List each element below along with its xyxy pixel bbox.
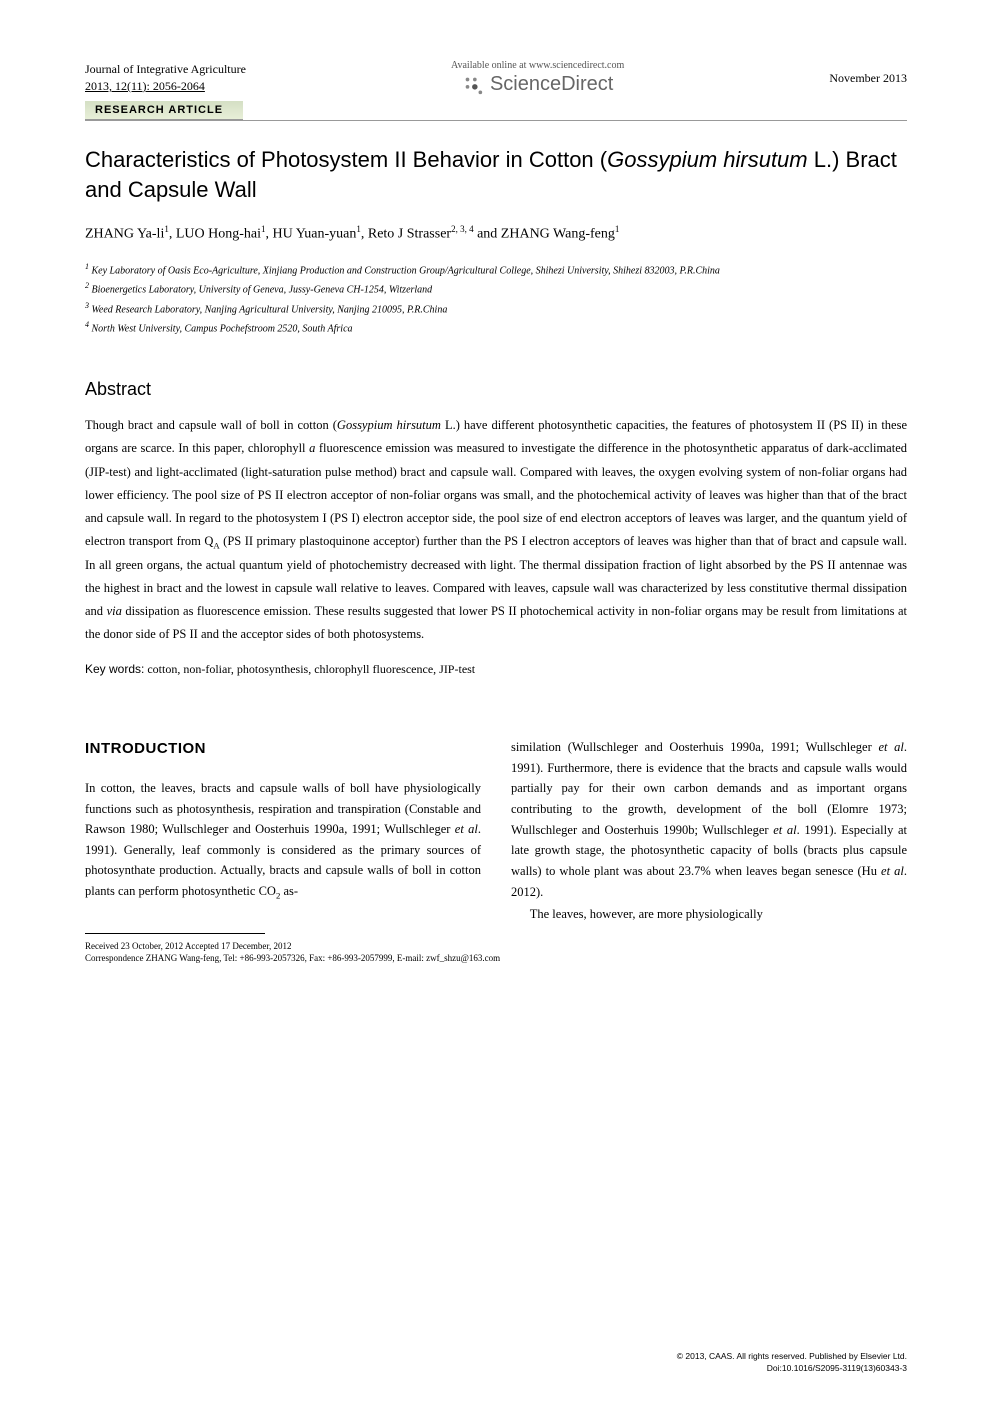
- aff3-sup: 3: [85, 301, 89, 310]
- title-pre: Characteristics of Photosystem II Behavi…: [85, 147, 607, 172]
- intro-c1-em1: et al: [455, 822, 478, 836]
- author-1-sup: 1: [164, 224, 169, 234]
- abstract-heading: Abstract: [85, 379, 907, 400]
- copyright-line1: © 2013, CAAS. All rights reserved. Publi…: [677, 1351, 907, 1363]
- aff1-sup: 1: [85, 262, 89, 271]
- received-date: Received 23 October, 2012 Accepted 17 De…: [85, 940, 907, 953]
- keywords: Key words: cotton, non-foliar, photosynt…: [85, 662, 907, 677]
- sciencedirect-text: ScienceDirect: [490, 73, 613, 96]
- journal-name: Journal of Integrative Agriculture: [85, 61, 246, 78]
- author-4-sup: 2, 3, 4: [451, 224, 474, 234]
- intro-col1-p1: In cotton, the leaves, bracts and capsul…: [85, 778, 481, 903]
- introduction-heading: INTRODUCTION: [85, 737, 481, 762]
- author-4: Reto J Strasser: [368, 227, 451, 242]
- affiliation-3: 3 Weed Research Laboratory, Nanjing Agri…: [85, 300, 907, 318]
- column-right: similation (Wullschleger and Oosterhuis …: [511, 737, 907, 925]
- intro-col2-p2: The leaves, however, are more physiologi…: [511, 904, 907, 925]
- abstract-text: Though bract and capsule wall of boll in…: [85, 414, 907, 646]
- affiliations: 1 Key Laboratory of Oasis Eco-Agricultur…: [85, 261, 907, 337]
- journal-info: Journal of Integrative Agriculture 2013,…: [85, 61, 246, 95]
- intro-c2-em3: et al: [881, 864, 904, 878]
- footnotes: Received 23 October, 2012 Accepted 17 De…: [85, 940, 907, 965]
- correspondence: Correspondence ZHANG Wang-feng, Tel: +86…: [85, 952, 907, 965]
- authors: ZHANG Ya-li1, LUO Hong-hai1, HU Yuan-yua…: [85, 224, 907, 243]
- intro-c2-em1: et al: [878, 740, 903, 754]
- intro-col2-p1: similation (Wullschleger and Oosterhuis …: [511, 737, 907, 902]
- column-left: INTRODUCTION In cotton, the leaves, brac…: [85, 737, 481, 925]
- copyright: © 2013, CAAS. All rights reserved. Publi…: [677, 1351, 907, 1375]
- aff2-sup: 2: [85, 281, 89, 290]
- keywords-label: Key words:: [85, 662, 144, 676]
- abs-em1: Gossypium hirsutum: [337, 418, 441, 432]
- abs-seg-a: Though bract and capsule wall of boll in…: [85, 418, 337, 432]
- header: Journal of Integrative Agriculture 2013,…: [85, 60, 907, 96]
- article-type-row: RESEARCH ARTICLE: [85, 100, 907, 120]
- abs-seg-c: fluorescence emission was measured to in…: [85, 441, 907, 548]
- available-online-text: Available online at www.sciencedirect.co…: [451, 60, 624, 71]
- affiliation-4: 4 North West University, Campus Pochefst…: [85, 319, 907, 337]
- affiliation-1: 1 Key Laboratory of Oasis Eco-Agricultur…: [85, 261, 907, 279]
- abs-em3: via: [107, 604, 122, 618]
- article-title: Characteristics of Photosystem II Behavi…: [85, 145, 907, 204]
- author-1: ZHANG Ya-li: [85, 227, 164, 242]
- author-5-sup: 1: [615, 224, 620, 234]
- intro-c2-em2: et al: [773, 823, 796, 837]
- sciencedirect-block: Available online at www.sciencedirect.co…: [451, 60, 624, 96]
- doi-line: Doi:10.1016/S2095-3119(13)60343-3: [677, 1363, 907, 1375]
- author-3-sup: 1: [356, 224, 361, 234]
- intro-c2-p2: The leaves, however, are more physiologi…: [530, 907, 763, 921]
- abs-seg-e: dissipation as fluorescence emission. Th…: [85, 604, 907, 641]
- affiliation-2: 2 Bioenergetics Laboratory, University o…: [85, 280, 907, 298]
- author-5: ZHANG Wang-feng: [501, 227, 615, 242]
- article-type-badge: RESEARCH ARTICLE: [85, 101, 243, 120]
- keywords-text: cotton, non-foliar, photosynthesis, chlo…: [144, 662, 475, 676]
- header-divider: [85, 120, 907, 121]
- title-species: Gossypium hirsutum: [607, 147, 808, 172]
- author-3: HU Yuan-yuan: [273, 227, 357, 242]
- aff4-text: North West University, Campus Pochefstro…: [92, 323, 353, 334]
- issue-date: November 2013: [829, 71, 907, 86]
- intro-c1-a: In cotton, the leaves, bracts and capsul…: [85, 781, 481, 836]
- intro-c1-c: as-: [280, 884, 298, 898]
- journal-citation: 2013, 12(11): 2056-2064: [85, 78, 246, 95]
- aff4-sup: 4: [85, 320, 89, 329]
- sciencedirect-logo: ScienceDirect: [451, 73, 624, 96]
- author-2: LUO Hong-hai: [176, 227, 261, 242]
- aff3-text: Weed Research Laboratory, Nanjing Agricu…: [92, 304, 448, 315]
- intro-c2-a: similation (Wullschleger and Oosterhuis …: [511, 740, 878, 754]
- sciencedirect-icon: [462, 74, 484, 96]
- footnote-divider: [85, 933, 265, 934]
- introduction-columns: INTRODUCTION In cotton, the leaves, brac…: [85, 737, 907, 925]
- author-2-sup: 1: [261, 224, 266, 234]
- aff1-text: Key Laboratory of Oasis Eco-Agriculture,…: [92, 265, 720, 276]
- aff2-text: Bioenergetics Laboratory, University of …: [92, 285, 433, 296]
